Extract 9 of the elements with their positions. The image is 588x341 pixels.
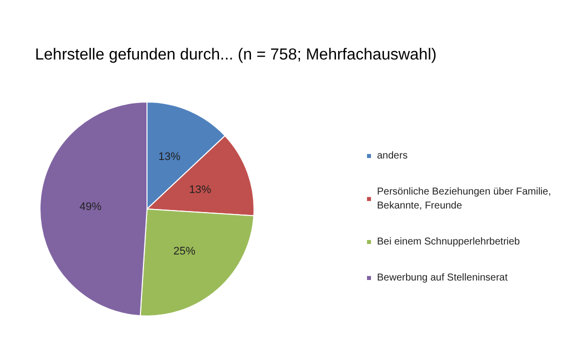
data-label: 13%	[158, 151, 181, 164]
legend-label: anders	[377, 150, 408, 162]
data-label: 49%	[80, 201, 102, 214]
chart-title: Lehrstelle gefunden durch... (n = 758; Mehrfachauswahl)	[35, 46, 437, 64]
legend-label: Persönliche Beziehungen über Familie, Bekannte, Freunde	[377, 186, 554, 212]
legend-label: Bei einem Schnupperlehrbetrieb	[377, 236, 520, 248]
legend-label: Bewerbung auf Stelleninserat	[377, 272, 508, 284]
data-label: 25%	[173, 245, 196, 258]
data-label: 13%	[189, 184, 212, 196]
